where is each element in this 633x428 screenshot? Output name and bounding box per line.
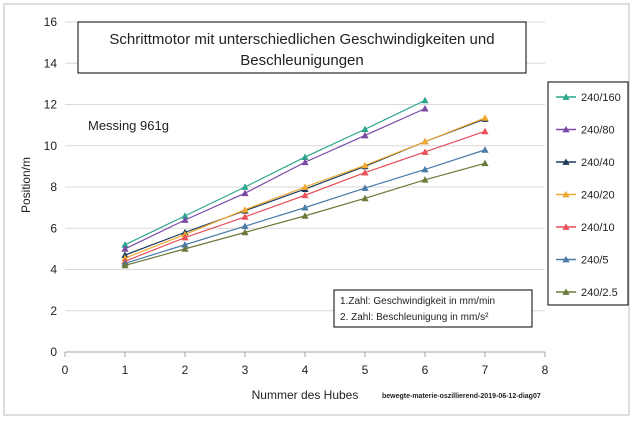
x-tick-label: 8 — [542, 363, 549, 377]
legend-entry: 240/40 — [556, 157, 615, 169]
legend-box — [547, 81, 629, 306]
data-point — [301, 158, 309, 166]
data-point — [241, 183, 249, 190]
data-point — [181, 245, 189, 252]
data-point — [421, 138, 429, 145]
legend-entry: 240/10 — [556, 222, 615, 234]
note-line-2: 2. Zahl: Beschleunigung in mm/s² — [340, 312, 489, 323]
legend-entry: 240/20 — [556, 190, 615, 202]
data-point — [301, 153, 309, 160]
y-axis-label: Position/m — [19, 157, 33, 213]
data-point — [361, 125, 369, 133]
data-point — [361, 161, 369, 169]
data-point — [421, 148, 429, 155]
legend-entry: 240/5 — [556, 255, 609, 267]
series-240-80 — [121, 105, 429, 252]
data-point — [421, 165, 429, 173]
data-point — [121, 241, 129, 248]
data-point — [421, 96, 429, 104]
x-tick-label: 2 — [182, 363, 189, 377]
y-tick-label: 12 — [44, 98, 58, 112]
x-tick-label: 6 — [422, 363, 429, 377]
series-line — [124, 108, 426, 250]
legend-label: 240/5 — [581, 255, 609, 267]
y-tick-label: 14 — [44, 56, 58, 70]
data-point — [241, 222, 249, 230]
chart-title-line-1: Schrittmotor mit unterschiedlichen Gesch… — [109, 31, 494, 48]
legend-entry: 240/2.5 — [556, 287, 618, 299]
note-box — [333, 289, 533, 328]
y-tick-label: 4 — [50, 263, 57, 277]
data-point — [241, 228, 249, 236]
series-240-5 — [121, 146, 489, 267]
legend-label: 240/40 — [581, 157, 615, 169]
data-point — [421, 176, 429, 183]
y-tick-label: 10 — [44, 139, 58, 153]
source-label: bewegte-materie-oszillierend-2019-06-12-… — [382, 393, 541, 400]
data-point — [481, 127, 489, 135]
data-point — [241, 213, 249, 220]
x-tick-label: 0 — [62, 363, 69, 377]
title-box — [77, 21, 527, 74]
legend-marker — [562, 125, 570, 133]
legend-entry: 240/160 — [556, 92, 621, 104]
legend-marker — [562, 158, 570, 165]
series-240-160 — [121, 96, 429, 248]
legend-marker — [562, 255, 570, 263]
data-point — [241, 206, 249, 213]
legend-label: 240/160 — [581, 92, 621, 104]
legend-label: 240/10 — [581, 222, 615, 234]
data-point — [361, 194, 369, 202]
legend: 240/160 240/80 240/40 240/20 240/10 240/5 240/… — [556, 92, 621, 299]
y-tick-label: 6 — [50, 221, 57, 235]
legend-marker — [562, 190, 570, 198]
data-point — [301, 183, 309, 190]
x-axis-label: Nummer des Hubes — [252, 388, 359, 402]
legend-marker — [562, 223, 570, 230]
data-point — [361, 184, 369, 191]
data-point — [181, 233, 189, 241]
series-group — [121, 96, 489, 269]
data-point — [181, 212, 189, 219]
data-point — [481, 114, 489, 121]
legend-label: 240/80 — [581, 125, 615, 137]
legend-marker — [562, 93, 570, 100]
note-line-1: 1.Zahl: Geschwindigkeit in mm/min — [340, 296, 495, 307]
data-point — [361, 168, 369, 176]
y-tick-label: 8 — [50, 180, 57, 194]
data-point — [421, 105, 429, 112]
legend-entry: 240/80 — [556, 125, 615, 137]
data-point — [301, 212, 309, 219]
data-point — [181, 241, 189, 248]
y-tick-label: 2 — [50, 304, 57, 318]
x-tick-label: 7 — [482, 363, 489, 377]
chart-subtitle: Messing 961g — [88, 118, 169, 133]
data-point — [241, 189, 249, 197]
data-point — [181, 216, 189, 223]
data-point — [121, 261, 129, 269]
x-tick-label: 1 — [122, 363, 129, 377]
data-point — [121, 245, 129, 252]
data-point — [301, 204, 309, 211]
data-point — [301, 191, 309, 199]
series-240-2-5 — [121, 159, 489, 269]
legend-label: 240/20 — [581, 190, 615, 202]
x-tick-label: 3 — [242, 363, 249, 377]
x-tick-label: 4 — [302, 363, 309, 377]
data-point — [481, 146, 489, 153]
data-point — [481, 159, 489, 167]
legend-marker — [562, 288, 570, 295]
y-tick-label: 16 — [44, 15, 58, 29]
x-tick-label: 5 — [362, 363, 369, 377]
y-tick-label: 0 — [50, 345, 57, 359]
chart-title-line-2: Beschleunigungen — [240, 52, 363, 69]
data-point — [361, 131, 369, 139]
legend-label: 240/2.5 — [581, 287, 618, 299]
series-line — [124, 99, 426, 246]
